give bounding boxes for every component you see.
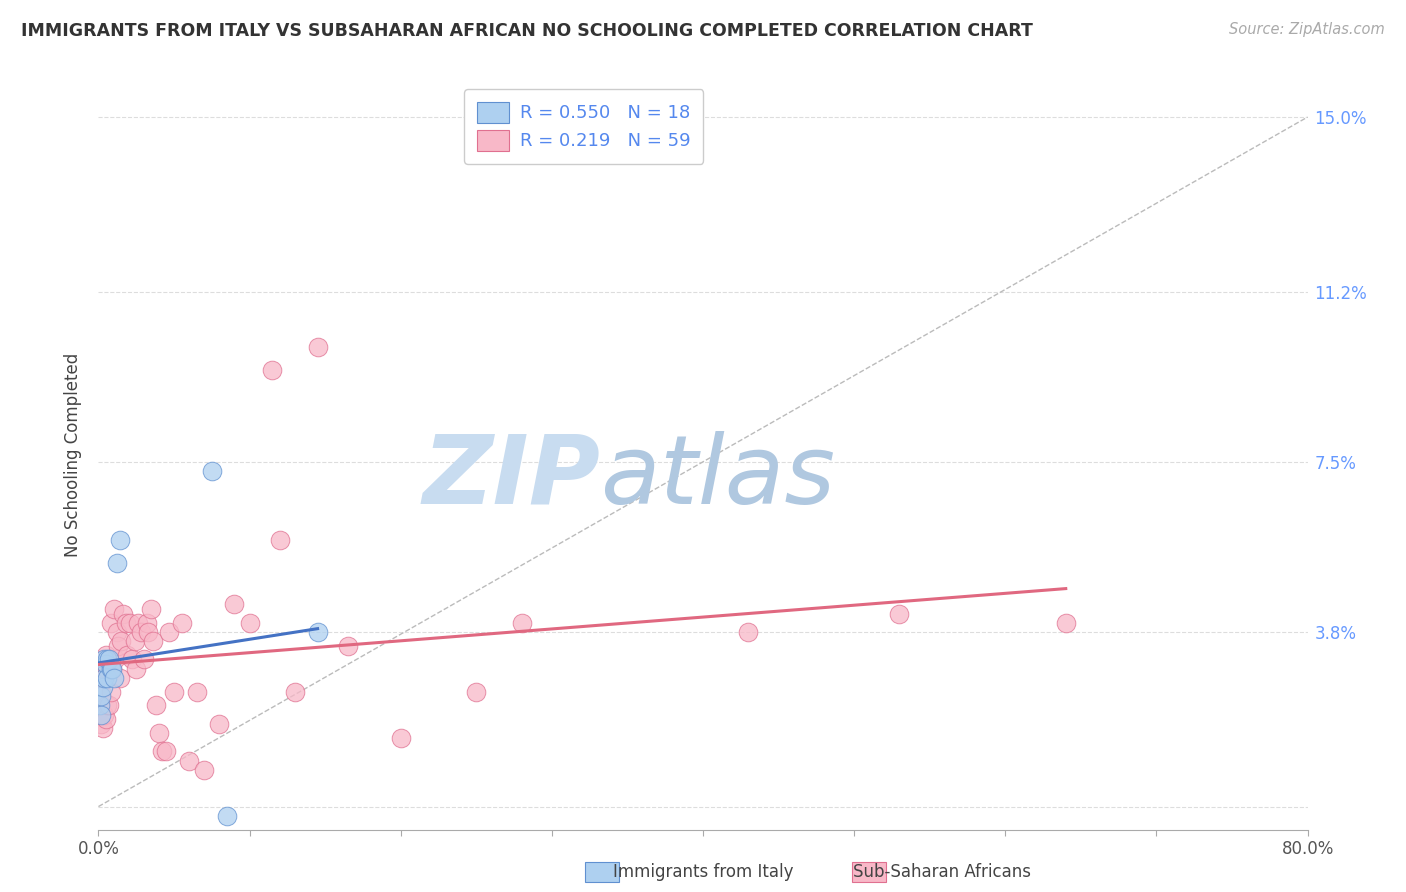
Legend: R = 0.550   N = 18, R = 0.219   N = 59: R = 0.550 N = 18, R = 0.219 N = 59 <box>464 89 703 163</box>
Point <box>100 615 122 630</box>
Point <box>100 662 122 676</box>
Point <box>262 363 284 377</box>
Point <box>269 533 291 547</box>
Point <box>150 744 173 758</box>
Point <box>141 602 163 616</box>
Point <box>307 340 329 354</box>
Point <box>91 680 114 694</box>
Text: Immigrants from Italy: Immigrants from Italy <box>613 863 793 881</box>
Point <box>186 684 208 698</box>
Point <box>124 634 146 648</box>
Point <box>96 652 118 666</box>
Point <box>215 809 238 823</box>
Point <box>193 763 215 777</box>
Point <box>89 698 111 713</box>
Point <box>93 707 115 722</box>
Point <box>389 731 412 745</box>
Point <box>90 690 112 704</box>
Point <box>737 624 759 639</box>
Point <box>145 698 167 713</box>
Point <box>284 684 307 698</box>
Point <box>179 754 201 768</box>
Point <box>163 684 186 698</box>
Point <box>98 698 121 713</box>
Text: ZIP: ZIP <box>422 431 600 524</box>
Point <box>90 684 112 698</box>
Point <box>105 556 128 570</box>
Point <box>1054 615 1077 630</box>
Y-axis label: No Schooling Completed: No Schooling Completed <box>65 353 83 557</box>
Point <box>96 662 118 676</box>
Point <box>132 652 155 666</box>
Point <box>103 602 125 616</box>
Point <box>148 726 170 740</box>
Point <box>104 652 127 666</box>
Point <box>90 716 112 731</box>
Point <box>94 648 117 662</box>
Text: Source: ZipAtlas.com: Source: ZipAtlas.com <box>1229 22 1385 37</box>
Point <box>125 662 148 676</box>
Text: Sub-Saharan Africans: Sub-Saharan Africans <box>853 863 1031 881</box>
Point <box>111 607 134 621</box>
Point <box>510 615 533 630</box>
Point <box>89 707 111 722</box>
Point <box>336 639 359 653</box>
Point <box>307 624 329 639</box>
Point <box>98 652 121 666</box>
Text: atlas: atlas <box>600 431 835 524</box>
Point <box>103 671 125 685</box>
Point <box>136 624 159 639</box>
Point <box>91 722 114 736</box>
Point <box>96 698 118 713</box>
Point <box>101 662 124 676</box>
Point <box>90 707 112 722</box>
Point <box>114 615 136 630</box>
Point <box>94 657 117 671</box>
Text: IMMIGRANTS FROM ITALY VS SUBSAHARAN AFRICAN NO SCHOOLING COMPLETED CORRELATION C: IMMIGRANTS FROM ITALY VS SUBSAHARAN AFRI… <box>21 22 1033 40</box>
Point <box>170 615 193 630</box>
Point <box>465 684 488 698</box>
Point <box>108 533 131 547</box>
Point <box>100 684 122 698</box>
Point <box>120 615 142 630</box>
Point <box>239 615 262 630</box>
Point <box>93 671 115 685</box>
Point <box>889 607 911 621</box>
Point <box>101 662 124 676</box>
Point <box>129 624 152 639</box>
Point <box>201 464 224 478</box>
Point <box>94 712 117 726</box>
Point <box>91 671 114 685</box>
Point <box>159 624 181 639</box>
Point <box>142 634 165 648</box>
Point <box>93 662 115 676</box>
Point <box>107 639 129 653</box>
Bar <box>585 863 619 882</box>
Point <box>108 671 131 685</box>
Point <box>115 648 138 662</box>
Point <box>93 652 115 666</box>
Point <box>110 634 132 648</box>
Point <box>121 652 143 666</box>
Point <box>105 624 128 639</box>
Point <box>96 671 118 685</box>
Point <box>208 716 231 731</box>
Point <box>224 597 246 611</box>
Point <box>127 615 149 630</box>
Point <box>135 615 157 630</box>
Point <box>155 744 177 758</box>
Bar <box>852 863 886 882</box>
